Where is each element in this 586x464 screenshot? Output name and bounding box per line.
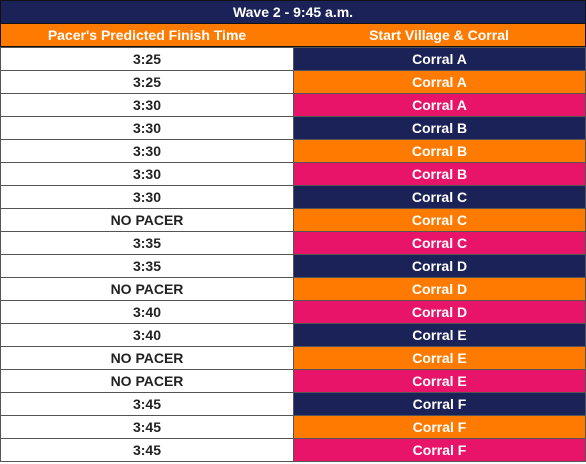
corral-cell: Corral E: [293, 323, 586, 347]
table-row: NO PACER Corral D: [0, 277, 586, 301]
pacer-rows: 3:25 Corral A 3:25 Corral A 3:30 Corral A 3:30…: [0, 47, 586, 462]
finish-time-cell: 3:30: [0, 185, 294, 209]
corral-cell: Corral E: [293, 346, 586, 370]
table-row: NO PACER Corral E: [0, 346, 586, 370]
corral-cell: Corral E: [293, 369, 586, 393]
table-row: 3:30 Corral B: [0, 139, 586, 163]
corral-cell: Corral B: [293, 116, 586, 140]
corral-cell: Corral F: [293, 415, 586, 439]
finish-time-cell: 3:30: [0, 93, 294, 117]
finish-time-cell: 3:35: [0, 254, 294, 278]
table-row: 3:45 Corral F: [0, 392, 586, 416]
corral-header: Start Village & Corral: [369, 27, 509, 43]
corral-cell: Corral B: [293, 139, 586, 163]
corral-cell: Corral F: [293, 438, 586, 462]
table-row: 3:35 Corral D: [0, 254, 586, 278]
finish-time-cell: 3:45: [0, 415, 294, 439]
wave-title: Wave 2 - 9:45 a.m.: [0, 0, 586, 24]
finish-time-cell: NO PACER: [0, 346, 294, 370]
finish-time-cell: 3:40: [0, 323, 294, 347]
finish-time-cell: NO PACER: [0, 208, 294, 232]
finish-time-cell: NO PACER: [0, 277, 294, 301]
table-row: NO PACER Corral C: [0, 208, 586, 232]
corral-cell: Corral C: [293, 208, 586, 232]
table-row: 3:25 Corral A: [0, 47, 586, 71]
finish-time-cell: 3:35: [0, 231, 294, 255]
finish-time-cell: 3:45: [0, 392, 294, 416]
corral-cell: Corral C: [293, 185, 586, 209]
corral-cell: Corral C: [293, 231, 586, 255]
table-row: 3:35 Corral C: [0, 231, 586, 255]
table-row: 3:45 Corral F: [0, 415, 586, 439]
corral-cell: Corral A: [293, 70, 586, 94]
finish-time-cell: 3:30: [0, 162, 294, 186]
corral-cell: Corral D: [293, 277, 586, 301]
corral-cell: Corral A: [293, 93, 586, 117]
table-row: 3:25 Corral A: [0, 70, 586, 94]
finish-time-cell: 3:30: [0, 139, 294, 163]
table-row: 3:30 Corral B: [0, 162, 586, 186]
table-row: 3:40 Corral D: [0, 300, 586, 324]
corral-cell: Corral B: [293, 162, 586, 186]
finish-time-cell: 3:25: [0, 47, 294, 71]
table-row: NO PACER Corral E: [0, 369, 586, 393]
corral-cell: Corral D: [293, 300, 586, 324]
corral-cell: Corral F: [293, 392, 586, 416]
table-row: 3:40 Corral E: [0, 323, 586, 347]
finish-time-cell: 3:40: [0, 300, 294, 324]
finish-time-cell: 3:25: [0, 70, 294, 94]
table-row: 3:30 Corral B: [0, 116, 586, 140]
table-row: 3:45 Corral F: [0, 438, 586, 462]
corral-cell: Corral A: [293, 47, 586, 71]
corral-cell: Corral D: [293, 254, 586, 278]
finish-time-header: Pacer's Predicted Finish Time: [47, 27, 247, 43]
finish-time-cell: 3:45: [0, 438, 294, 462]
finish-time-cell: 3:30: [0, 116, 294, 140]
finish-time-cell: NO PACER: [0, 369, 294, 393]
column-header-row: Pacer's Predicted Finish Time Start Vill…: [0, 24, 586, 47]
table-row: 3:30 Corral A: [0, 93, 586, 117]
table-row: 3:30 Corral C: [0, 185, 586, 209]
